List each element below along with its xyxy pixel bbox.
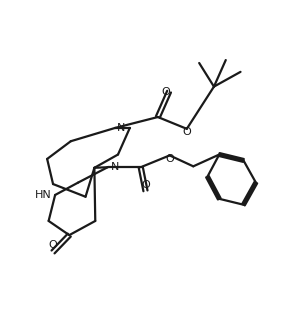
Text: N: N bbox=[117, 123, 126, 133]
Text: O: O bbox=[162, 87, 170, 97]
Text: N: N bbox=[111, 162, 119, 172]
Text: O: O bbox=[49, 240, 58, 250]
Text: O: O bbox=[182, 127, 191, 137]
Text: HN: HN bbox=[35, 190, 52, 200]
Text: O: O bbox=[165, 154, 174, 164]
Text: O: O bbox=[141, 180, 150, 190]
